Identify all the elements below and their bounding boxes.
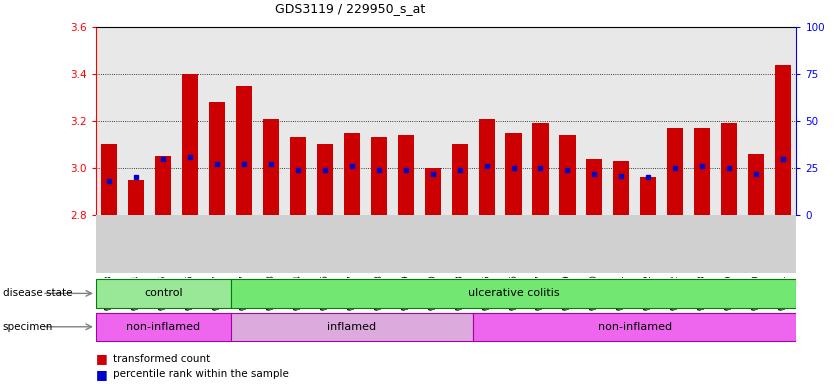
Bar bbox=[236, 86, 252, 215]
Bar bbox=[721, 123, 737, 215]
Bar bbox=[473, 313, 796, 341]
Bar bbox=[231, 279, 796, 308]
Bar bbox=[128, 180, 144, 215]
Text: ■: ■ bbox=[96, 368, 108, 381]
Bar bbox=[694, 128, 711, 215]
Bar bbox=[398, 135, 414, 215]
Text: control: control bbox=[144, 288, 183, 298]
Bar bbox=[231, 313, 473, 341]
Bar bbox=[96, 279, 231, 308]
Text: specimen: specimen bbox=[3, 322, 53, 332]
Text: non-inflamed: non-inflamed bbox=[126, 322, 200, 332]
Bar bbox=[667, 128, 683, 215]
Bar bbox=[96, 313, 231, 341]
Bar bbox=[290, 137, 306, 215]
Bar bbox=[775, 65, 791, 215]
Bar bbox=[155, 156, 171, 215]
Bar bbox=[182, 74, 198, 215]
Bar bbox=[613, 161, 630, 215]
Bar bbox=[748, 154, 764, 215]
Text: non-inflamed: non-inflamed bbox=[598, 322, 672, 332]
Bar bbox=[101, 144, 118, 215]
Bar bbox=[263, 119, 279, 215]
Bar bbox=[344, 133, 360, 215]
Bar bbox=[209, 102, 225, 215]
Bar bbox=[371, 137, 387, 215]
Bar bbox=[479, 119, 495, 215]
Text: ulcerative colitis: ulcerative colitis bbox=[468, 288, 560, 298]
Text: transformed count: transformed count bbox=[113, 354, 210, 364]
Bar bbox=[505, 133, 521, 215]
Bar bbox=[641, 177, 656, 215]
Text: inflamed: inflamed bbox=[327, 322, 376, 332]
Text: ■: ■ bbox=[96, 353, 108, 366]
Bar bbox=[586, 159, 602, 215]
Bar bbox=[425, 168, 441, 215]
Bar bbox=[532, 123, 549, 215]
Bar bbox=[451, 144, 468, 215]
Bar bbox=[560, 135, 575, 215]
Text: disease state: disease state bbox=[3, 288, 72, 298]
Text: percentile rank within the sample: percentile rank within the sample bbox=[113, 369, 289, 379]
Text: GDS3119 / 229950_s_at: GDS3119 / 229950_s_at bbox=[275, 2, 425, 15]
Bar bbox=[317, 144, 333, 215]
